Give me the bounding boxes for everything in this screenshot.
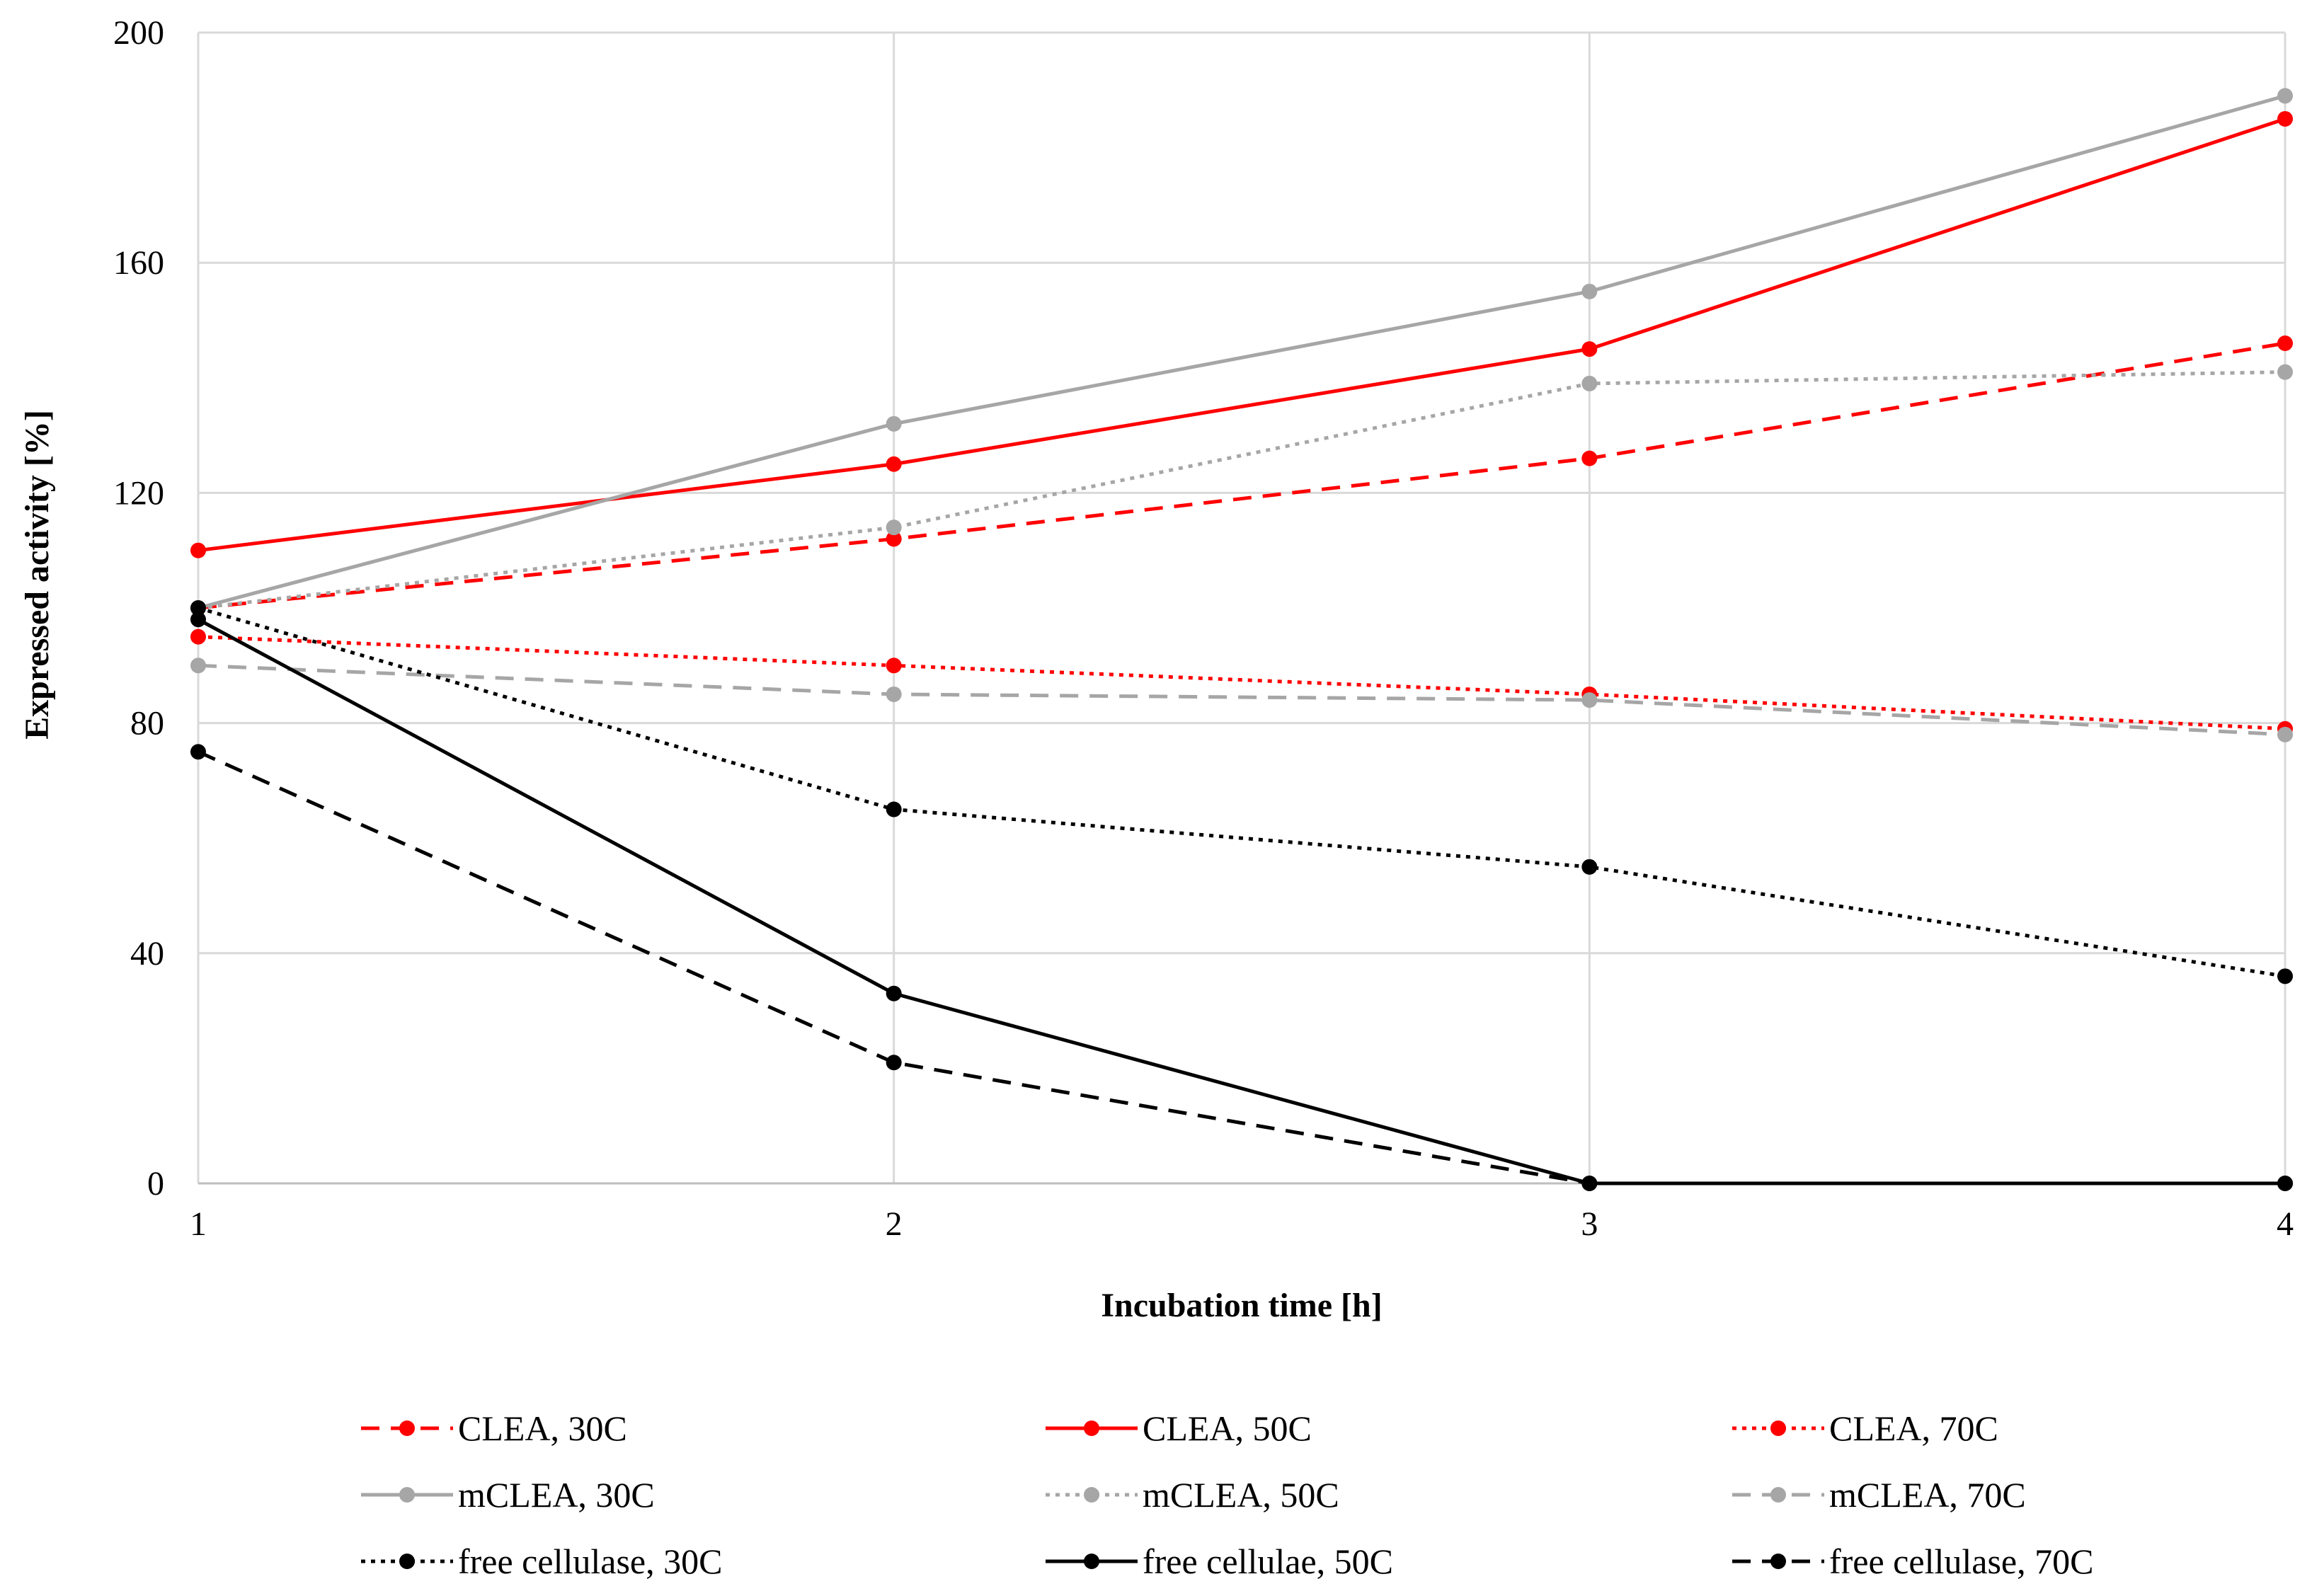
x-tick-label-3: 3 [1581,1205,1598,1243]
data-point-2-2 [886,456,902,472]
series-7 [190,600,2293,984]
series-line-3 [198,635,2286,731]
gridlines [198,31,2287,1183]
data-point-6-4 [2277,726,2293,742]
y-tick-label-200: 200 [113,14,164,52]
legend-marker-8 [1084,1554,1099,1569]
data-point-3-2 [886,658,902,674]
legend-marker-2 [1084,1420,1099,1436]
y-tick-label-160: 160 [113,244,164,282]
series-line-9 [197,750,2285,1185]
axes [197,33,2285,1185]
data-point-8-2 [886,985,902,1001]
data-point-7-4 [2277,968,2293,984]
series-line-8 [197,618,2285,1185]
legend-label-9: free cellulase, 70C [1829,1542,2093,1581]
data-point-2-4 [2277,110,2293,127]
legend-marker-3 [1770,1420,1786,1436]
legend-label-1: CLEA, 30C [458,1408,627,1448]
legend-item-8: free cellulae, 50C [1046,1542,1393,1581]
data-point-9-4 [2277,1176,2293,1191]
x-tick-label-1: 1 [190,1205,207,1243]
legend-label-4: mCLEA, 30C [458,1475,655,1515]
data-point-1-2 [886,531,902,547]
legend-marker-7 [399,1554,415,1569]
data-series [190,88,2293,1191]
legend-marker-6 [1770,1487,1786,1503]
legend-item-9: free cellulase, 70C [1732,1542,2093,1581]
legend-label-6: mCLEA, 70C [1829,1475,2026,1515]
y-axis-title: Expressed activity [%] [18,410,56,740]
data-point-9-3 [1581,1176,1598,1191]
data-point-2-3 [1581,341,1598,357]
y-tick-label-40: 40 [130,935,164,972]
legend-item-2: CLEA, 50C [1046,1408,1312,1448]
series-line-5 [198,370,2286,610]
data-point-8-1 [190,612,206,628]
data-point-6-3 [1581,692,1598,708]
legend-item-7: free cellulase, 30C [361,1542,722,1581]
legend-item-4: mCLEA, 30C [361,1475,655,1515]
y-tick-label-0: 0 [147,1165,164,1202]
y-tick-label-80: 80 [130,705,164,742]
series-2 [190,110,2293,558]
x-tick-label-2: 2 [886,1205,903,1243]
legend-marker-9 [1770,1554,1786,1569]
legend-marker-4 [399,1487,415,1503]
legend-item-6: mCLEA, 70C [1732,1475,2026,1515]
data-point-4-2 [886,415,902,432]
x-tick-label-4: 4 [2277,1205,2294,1243]
legend-item-1: CLEA, 30C [361,1408,627,1448]
data-point-6-2 [886,686,902,702]
legend-label-3: CLEA, 70C [1829,1408,1998,1448]
tick-labels: 0 40 80 120 160 200 1 2 3 4 [113,14,2294,1243]
data-point-1-4 [2277,335,2293,352]
y-tick-label-120: 120 [113,474,164,512]
series-6 [190,658,2293,742]
legend-label-5: mCLEA, 50C [1143,1475,1339,1515]
data-point-3-1 [190,628,206,645]
data-point-5-3 [1581,375,1598,391]
data-point-5-2 [886,519,902,536]
series-line-4 [198,94,2286,610]
series-line-2 [198,117,2286,553]
data-point-7-3 [1581,859,1598,875]
x-axis-title: Incubation time [h] [1101,1287,1382,1324]
series-line-7 [198,606,2286,978]
series-3 [190,628,2293,737]
legend-label-7: free cellulase, 30C [458,1542,722,1581]
data-point-4-4 [2277,88,2293,104]
legend-item-5: mCLEA, 50C [1046,1475,1339,1515]
data-point-5-4 [2277,364,2293,380]
series-4 [190,88,2293,616]
data-point-6-1 [190,658,206,674]
data-point-7-1 [190,600,206,616]
series-line-6 [198,663,2286,737]
data-point-1-3 [1581,450,1598,466]
data-point-7-2 [886,801,902,817]
legend-marker-5 [1084,1487,1099,1503]
legend-item-3: CLEA, 70C [1732,1408,1998,1448]
legend-marker-1 [399,1420,415,1436]
legend: CLEA, 30C CLEA, 50C CLEA, 70C mCLEA, 30C mCL… [361,1408,2093,1581]
data-point-2-1 [190,542,206,558]
series-9 [190,744,2293,1191]
legend-label-2: CLEA, 50C [1143,1408,1312,1448]
legend-label-8: free cellulae, 50C [1143,1542,1393,1581]
data-point-9-1 [190,744,206,760]
data-point-9-2 [886,1055,902,1071]
series-line-1 [198,341,2286,610]
data-point-4-3 [1581,283,1598,299]
